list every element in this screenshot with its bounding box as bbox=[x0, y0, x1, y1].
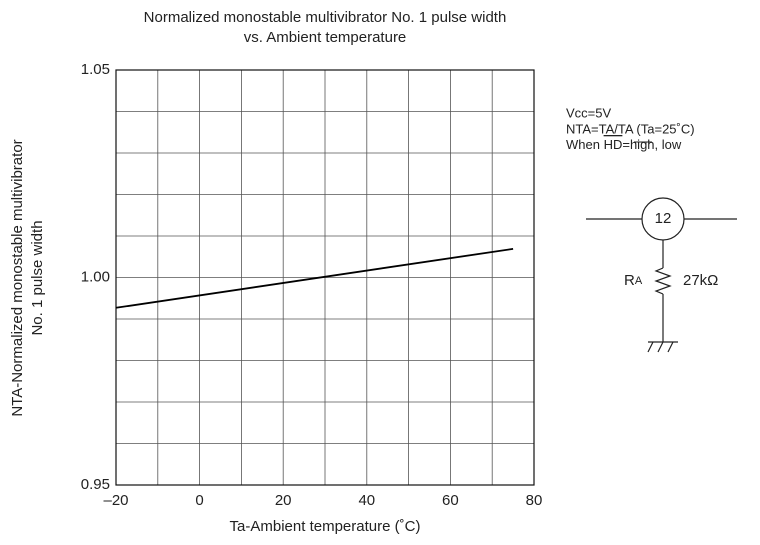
circuit bbox=[586, 197, 737, 353]
y-axis-label: No. 1 pulse width bbox=[29, 220, 46, 335]
annotation: Vcc=5V bbox=[566, 105, 611, 120]
resistor-value: 27kΩ bbox=[683, 272, 718, 289]
y-tick-label: 0.95 bbox=[81, 476, 110, 493]
annotation: When HD=high, low bbox=[566, 137, 682, 152]
x-axis-label: Ta-Ambient temperature (˚C) bbox=[230, 518, 421, 535]
x-tick-label: –20 bbox=[103, 492, 128, 509]
annotation: NTA=TA/TA (Ta=25˚C) bbox=[566, 121, 695, 136]
x-tick-label: 20 bbox=[275, 492, 292, 509]
resistor-label: RA bbox=[624, 272, 643, 289]
y-tick-label: 1.05 bbox=[81, 61, 110, 78]
annotation-part: When bbox=[566, 137, 604, 152]
x-tick-label: 80 bbox=[526, 492, 543, 509]
y-axis-label: NTA-Normalized monostable multivibrator bbox=[9, 139, 26, 416]
resistor-label-part: R bbox=[624, 272, 635, 289]
plot-frame bbox=[115, 69, 535, 486]
pin-label: 12 bbox=[655, 210, 672, 227]
x-tick-label: 60 bbox=[442, 492, 459, 509]
resistor-label-part: A bbox=[635, 275, 643, 287]
annotation-part: =high, low bbox=[622, 137, 682, 152]
annotation-part: HD bbox=[604, 137, 623, 152]
x-tick-label: 40 bbox=[358, 492, 375, 509]
y-tick-label: 1.00 bbox=[81, 268, 110, 285]
chart-title: Normalized monostable multivibrator No. … bbox=[144, 9, 507, 26]
x-tick-label: 0 bbox=[195, 492, 203, 509]
line bbox=[115, 247, 514, 309]
chart-title: vs. Ambient temperature bbox=[244, 29, 407, 46]
